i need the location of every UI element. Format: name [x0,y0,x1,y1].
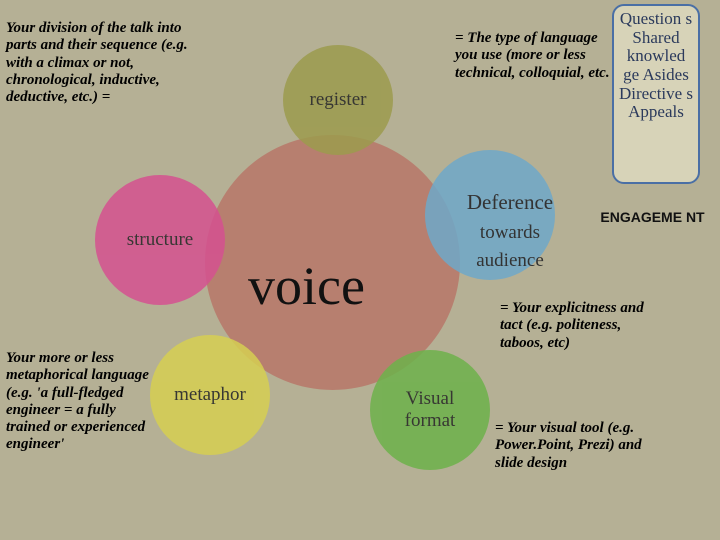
circle-register: register [283,45,393,155]
center-label-voice: voice [248,255,365,317]
circle-visual-format: Visual format [370,350,490,470]
annotation-metaphor-def: Your more or less metaphorical language … [6,350,156,454]
label-deference-line3: audience [450,250,570,273]
annotation-visual-def: = Your visual tool (e.g. Power.Point, Pr… [495,420,665,472]
label-register: register [310,89,367,111]
label-deference-line1: Deference [450,190,570,215]
engagement-box: Question s Shared knowled ge Asides Dire… [612,4,700,184]
label-visual-format: Visual format [390,388,470,432]
annotation-structure-def: Your division of the talk into parts and… [6,20,206,106]
engagement-label: ENGAGEME NT [595,210,710,225]
annotation-deference-def: = Your explicitness and tact (e.g. polit… [500,300,660,352]
annotation-register-def: = The type of language you use (more or … [455,30,615,82]
label-deference-line2: towards [450,222,570,245]
label-metaphor: metaphor [174,384,246,406]
label-structure: structure [127,229,193,251]
circle-metaphor: metaphor [150,335,270,455]
circle-structure: structure [95,175,225,305]
